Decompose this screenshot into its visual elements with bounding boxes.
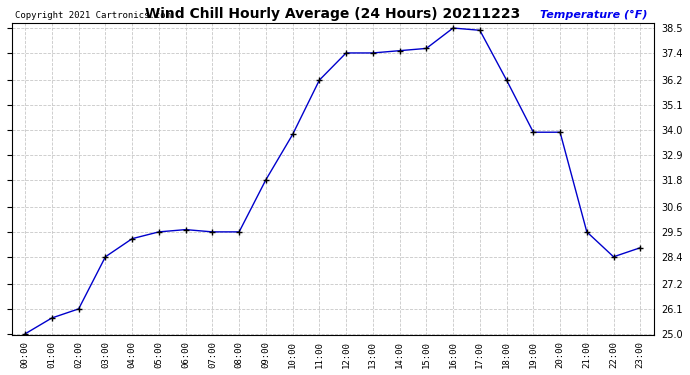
Title: Wind Chill Hourly Average (24 Hours) 20211223: Wind Chill Hourly Average (24 Hours) 202…	[145, 7, 520, 21]
Text: Temperature (°F): Temperature (°F)	[540, 10, 647, 20]
Text: Copyright 2021 Cartronics.com: Copyright 2021 Cartronics.com	[15, 11, 171, 20]
